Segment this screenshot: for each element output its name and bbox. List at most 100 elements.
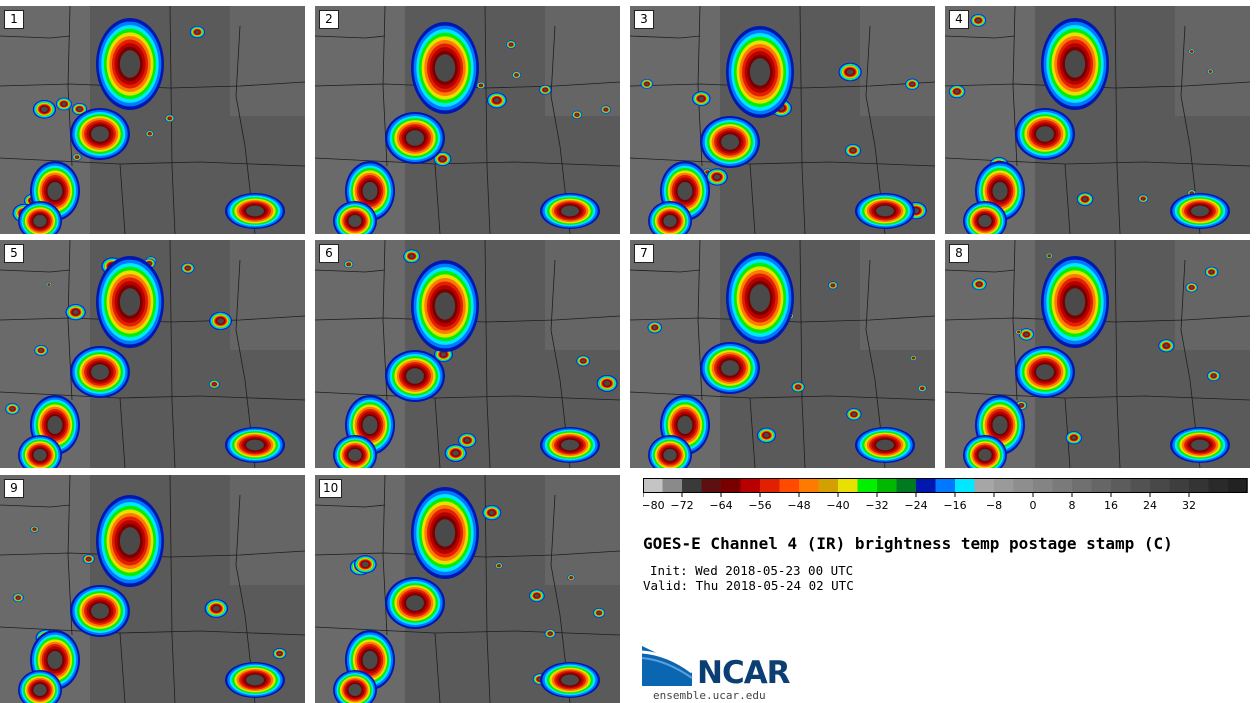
figure-title: GOES-E Channel 4 (IR) brightness temp po…	[643, 534, 1173, 553]
state-boundary	[235, 259, 256, 468]
panel-label: 7	[634, 244, 654, 263]
state-boundary	[235, 25, 256, 234]
storm-cloud	[1207, 68, 1214, 75]
storm-cloud	[1138, 194, 1149, 203]
state-boundary	[865, 25, 886, 234]
storm-cloud	[1041, 18, 1109, 110]
state-boundary	[434, 163, 441, 234]
forecast-panel-1: 1	[0, 6, 305, 234]
panel-label: 5	[4, 244, 24, 263]
storm-cloud	[70, 346, 130, 398]
storm-cloud	[181, 262, 195, 274]
storm-cloud	[385, 112, 445, 164]
storm-cloud	[1045, 252, 1053, 259]
colorbar-swatch	[779, 478, 800, 493]
state-boundary	[799, 240, 806, 468]
state-boundary	[315, 504, 386, 508]
storm-cloud	[700, 342, 760, 394]
storm-cloud	[476, 81, 486, 89]
terrain-shade	[545, 6, 620, 116]
storm-cloud	[640, 78, 654, 89]
storm-cloud	[660, 395, 710, 455]
state-boundary	[630, 315, 935, 323]
panel-label: 3	[634, 10, 654, 29]
storm-cloud	[204, 599, 229, 618]
storm-cloud	[540, 662, 600, 698]
storm-cloud	[70, 585, 130, 637]
state-boundary	[169, 475, 176, 703]
storm-cloud	[385, 577, 445, 629]
storm-cloud	[354, 555, 377, 574]
storm-cloud	[208, 379, 220, 389]
colorbar-swatch	[838, 478, 858, 493]
storm-cloud	[411, 22, 479, 114]
storm-cloud	[18, 670, 62, 703]
storm-cloud	[1188, 48, 1196, 55]
forecast-panel-2: 2	[315, 6, 620, 234]
colorbar-tick-label: −32	[865, 499, 888, 512]
storm-cloud	[82, 554, 95, 564]
state-boundary	[315, 81, 620, 89]
storm-cloud	[333, 201, 377, 234]
storm-cloud	[571, 110, 583, 119]
state-boundary	[630, 269, 701, 273]
colorbar-swatch	[896, 478, 917, 493]
storm-cloud	[648, 435, 692, 468]
storm-cloud	[917, 384, 927, 392]
storm-cloud	[838, 62, 862, 82]
state-boundary	[1064, 397, 1071, 468]
state-boundary	[749, 163, 756, 234]
storm-cloud	[225, 662, 285, 698]
storm-cloud	[845, 144, 861, 157]
state-boundary	[550, 494, 571, 703]
storm-cloud	[648, 201, 692, 234]
storm-cloud	[333, 670, 377, 703]
storm-cloud	[495, 562, 503, 569]
storm-cloud	[1015, 108, 1075, 160]
state-boundary	[945, 35, 1016, 39]
storm-cloud	[18, 201, 62, 234]
storm-cloud	[726, 252, 794, 344]
colorbar-tick-label: −40	[826, 499, 849, 512]
storm-cloud	[700, 116, 760, 168]
storm-cloud	[145, 130, 154, 137]
logo-text: NCAR	[697, 655, 791, 691]
state-boundary	[484, 240, 491, 468]
state-boundary	[1180, 259, 1201, 468]
colorbar-tick-label: 24	[1143, 499, 1157, 512]
state-boundary	[169, 240, 176, 468]
storm-cloud	[65, 304, 86, 321]
storm-cloud	[487, 92, 507, 109]
state-boundary	[315, 550, 620, 558]
init-time: Init: Wed 2018-05-23 00 UTC	[650, 563, 854, 578]
forecast-panel-6: 6	[315, 240, 620, 468]
storm-cloud	[71, 103, 88, 116]
terrain-shade	[545, 240, 620, 350]
storm-cloud	[846, 408, 862, 421]
storm-cloud	[72, 153, 82, 161]
storm-cloud	[12, 593, 24, 603]
storm-cloud	[385, 350, 445, 402]
colorbar-swatch	[1111, 478, 1131, 493]
storm-cloud	[1041, 256, 1109, 348]
colorbar-tick-label: 32	[1182, 499, 1196, 512]
colorbar-tick-label: −48	[787, 499, 810, 512]
storm-cloud	[225, 427, 285, 463]
state-boundary	[484, 6, 491, 234]
colorbar-swatch	[994, 478, 1014, 493]
storm-cloud	[96, 256, 164, 348]
state-boundary	[550, 259, 571, 468]
valid-time: Valid: Thu 2018-05-24 02 UTC	[643, 578, 854, 593]
state-boundary	[315, 35, 386, 39]
storm-cloud	[1158, 339, 1175, 353]
state-boundary	[169, 6, 176, 234]
storm-cloud	[1018, 328, 1035, 341]
panel-label: 2	[319, 10, 339, 29]
panel-label: 6	[319, 244, 339, 263]
colorbar-tick-label: −56	[748, 499, 771, 512]
storm-cloud	[1076, 192, 1094, 206]
state-boundary	[235, 494, 256, 703]
state-boundary	[434, 397, 441, 468]
colorbar-swatch	[1052, 478, 1073, 493]
storm-cloud	[1065, 431, 1082, 445]
